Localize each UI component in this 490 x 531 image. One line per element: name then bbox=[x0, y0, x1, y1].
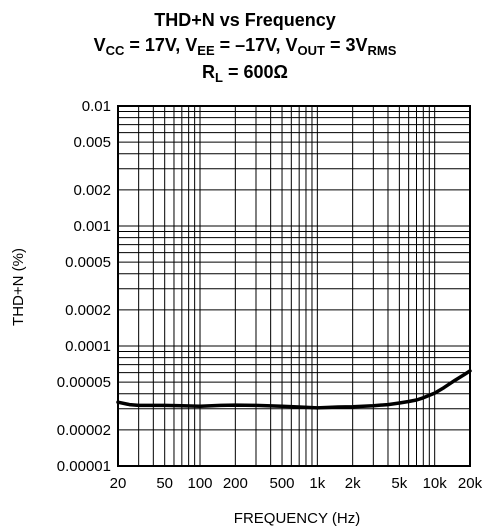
x-tick-label: 2k bbox=[345, 475, 361, 492]
y-axis-label: THD+N (%) bbox=[10, 248, 27, 326]
chart-subtitle-supply-conditions: VCC​ = 17V, VEE​ = –17V, VOUT​ = 3VRMS bbox=[94, 35, 397, 58]
x-tick-label: 500 bbox=[270, 475, 295, 492]
plot-frame bbox=[117, 105, 471, 467]
x-tick-label: 20 bbox=[110, 475, 127, 492]
y-tick-label: 0.00005 bbox=[57, 374, 111, 391]
y-tick-label: 0.0005 bbox=[65, 254, 111, 271]
tick-labels: 20 50 100 200 500 1k 2k 5k 10k 20k 0.00001 0.00002 0… bbox=[57, 98, 483, 492]
y-tick-label: 0.0001 bbox=[65, 338, 111, 355]
chart-title: THD+N vs Frequency bbox=[154, 10, 336, 30]
y-tick-label: 0.001 bbox=[73, 218, 111, 235]
x-tick-label: 50 bbox=[156, 475, 173, 492]
y-tick-label: 0.00002 bbox=[57, 422, 111, 439]
x-tick-label: 20k bbox=[458, 475, 483, 492]
chart-subtitle-load: RL​ = 600Ω bbox=[202, 62, 288, 85]
thd-n-series-line bbox=[116, 369, 472, 410]
y-tick-label: 0.00001 bbox=[57, 458, 111, 475]
x-tick-label: 1k bbox=[309, 475, 325, 492]
grid-lines bbox=[117, 105, 471, 467]
y-tick-label: 0.002 bbox=[73, 182, 111, 199]
y-tick-label: 0.005 bbox=[73, 134, 111, 151]
x-tick-label: 5k bbox=[391, 475, 407, 492]
y-tick-label: 0.0002 bbox=[65, 302, 111, 319]
y-tick-label: 0.01 bbox=[82, 98, 111, 115]
x-tick-label: 200 bbox=[223, 475, 248, 492]
x-tick-label: 100 bbox=[187, 475, 212, 492]
data-series bbox=[116, 369, 472, 410]
x-tick-label: 10k bbox=[423, 475, 448, 492]
x-axis-label: FREQUENCY (Hz) bbox=[234, 510, 360, 527]
